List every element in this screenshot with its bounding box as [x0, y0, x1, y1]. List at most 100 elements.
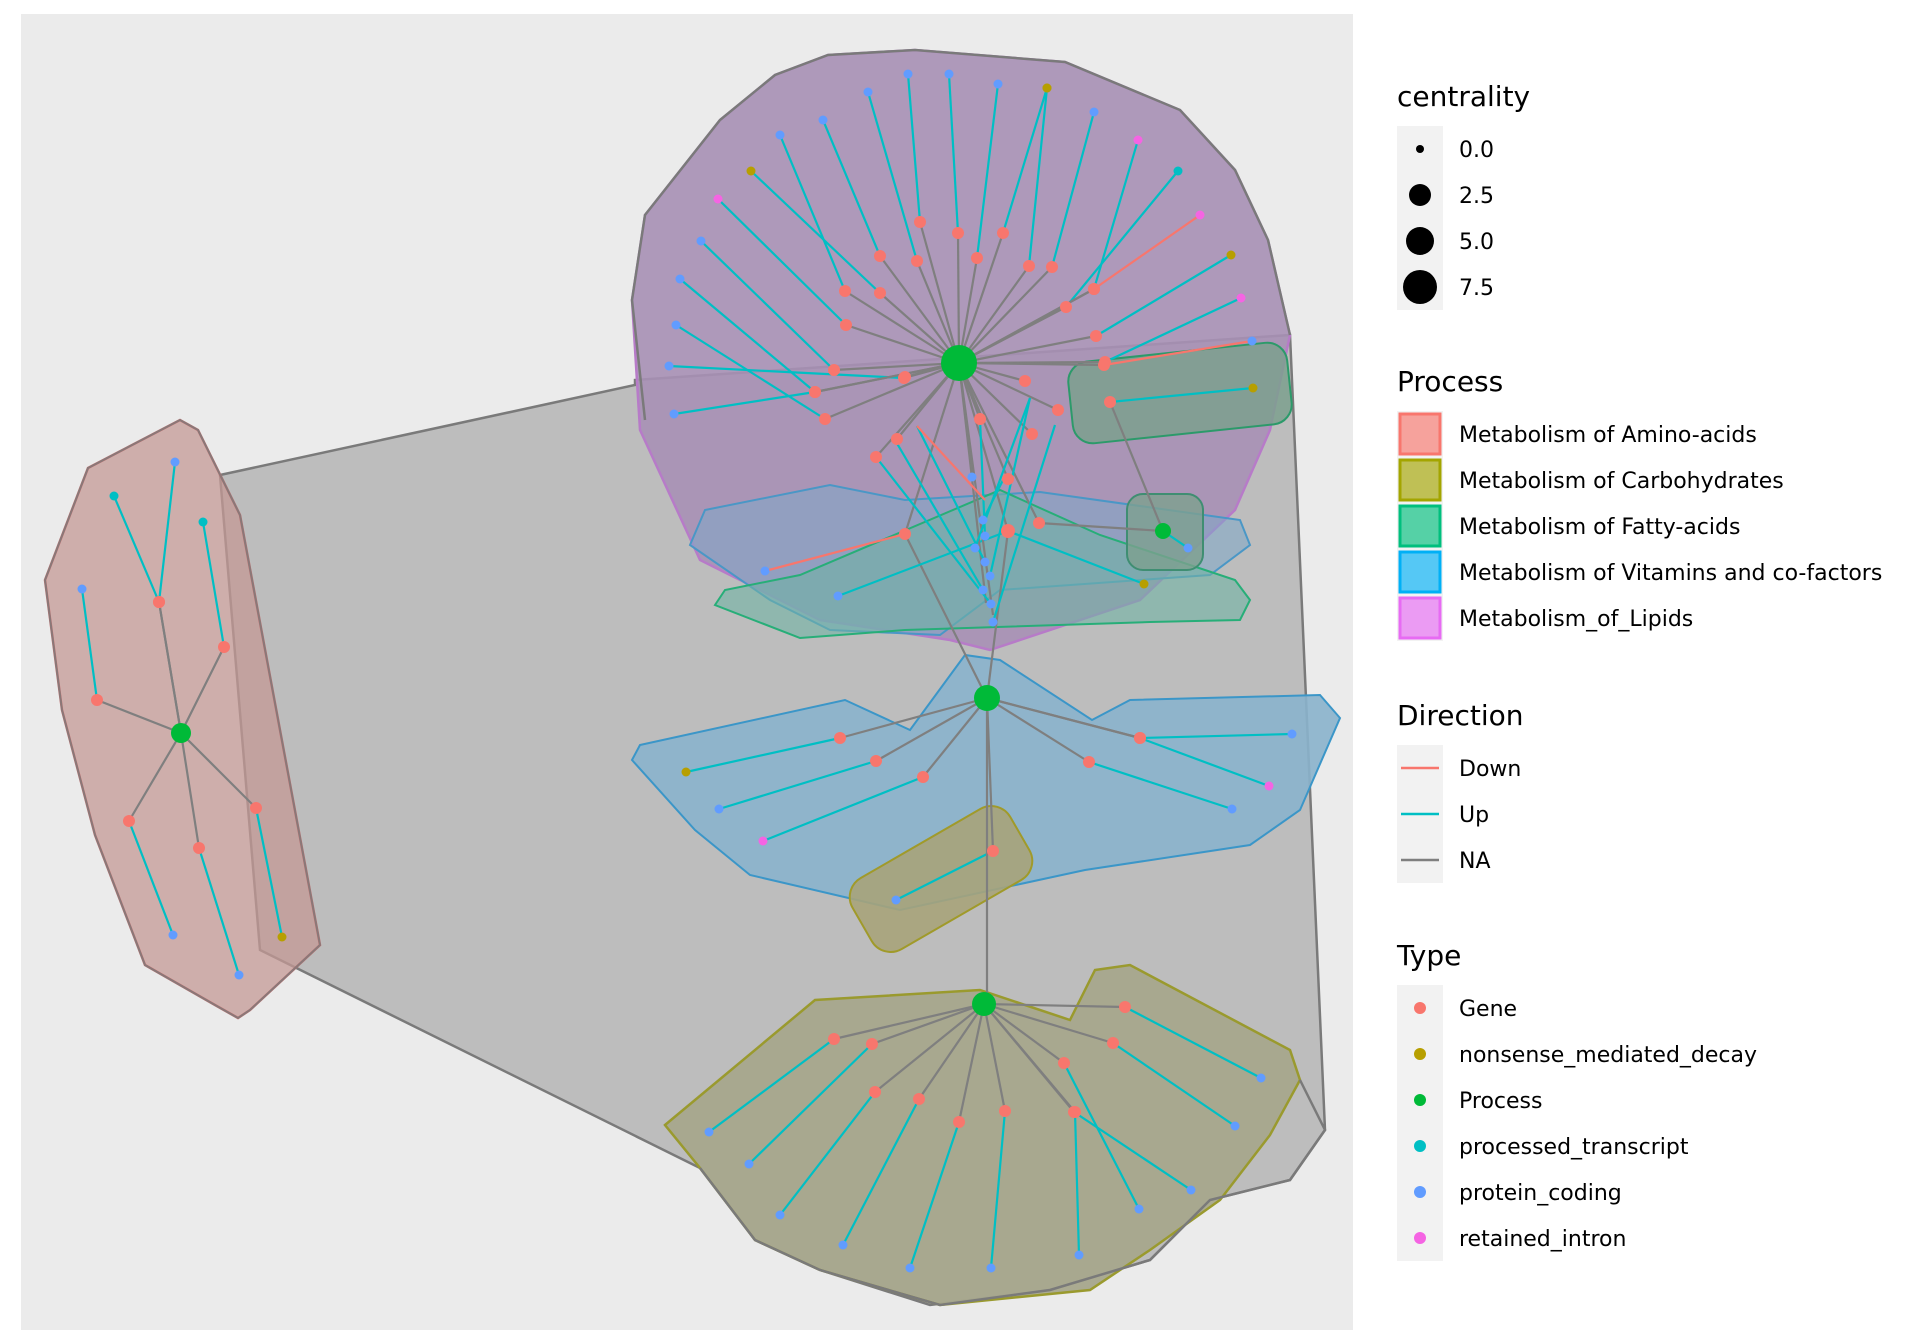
- transcript-node: [833, 591, 843, 601]
- gene-node: [1052, 404, 1064, 416]
- gene-node: [828, 1033, 840, 1045]
- legend-direction-keys: Down Up NA: [1401, 757, 1521, 874]
- edge-gene-transcript: [700, 240, 835, 371]
- edge-gene-transcript: [668, 364, 905, 380]
- edge-hub-link: [957, 362, 975, 479]
- gene-node: [870, 755, 882, 767]
- edge-gene-transcript: [675, 324, 826, 420]
- transcript-node: [970, 543, 980, 553]
- transcript-node: [985, 571, 995, 581]
- transcript-node: [1247, 336, 1257, 346]
- node-layer: [77, 69, 1297, 1273]
- edge-hub-link: [958, 362, 1040, 524]
- edge-gene-transcript: [916, 425, 986, 501]
- gene-node: [870, 451, 882, 463]
- edge-gene-transcript: [1104, 297, 1242, 363]
- legend-type-keys: Gene nonsense_mediated_decay Process proces…: [1414, 997, 1757, 1252]
- edge-gene-transcript: [875, 456, 992, 605]
- transcript-node: [744, 1159, 754, 1169]
- gene-node: [218, 641, 230, 653]
- gene-node: [828, 364, 840, 376]
- transcript-node: [198, 517, 208, 527]
- hull-bottom-border: [699, 1079, 1327, 1307]
- edge-gene-transcript: [866, 91, 919, 262]
- edge-gene-transcript: [157, 461, 177, 603]
- edge-hub-gene: [157, 601, 183, 734]
- edge-hub-gene: [983, 1002, 1114, 1045]
- legend-type-dot: [1414, 1002, 1426, 1014]
- edge-hub-gene: [958, 361, 1105, 367]
- gene-node: [899, 371, 911, 383]
- legend-centrality-label-1: 2.5: [1459, 184, 1494, 209]
- edge-gene-transcript: [778, 134, 847, 292]
- edge-gene-transcript: [1001, 87, 1049, 234]
- edge-hub-gene: [824, 361, 960, 421]
- edge-hub-gene: [875, 697, 988, 762]
- gene-node: [153, 596, 165, 608]
- edge-hub-gene: [128, 732, 182, 822]
- legend-process-swatch: [1398, 458, 1442, 502]
- gene-node: [974, 413, 986, 425]
- transcript-node: [986, 1263, 996, 1273]
- transcript-node: [1183, 543, 1193, 553]
- edge-gene-transcript: [906, 73, 922, 223]
- transcript-node: [775, 130, 785, 140]
- edge-hub-gene: [96, 698, 182, 735]
- edge-gene-transcript: [895, 850, 994, 901]
- gene-node: [911, 255, 923, 267]
- edge-gene-transcript: [947, 73, 960, 234]
- edge-gene-transcript: [989, 1110, 1007, 1269]
- edge-gene-transcript: [1050, 111, 1096, 268]
- gene-node: [999, 1105, 1011, 1117]
- edge-gene-transcript: [1027, 87, 1049, 267]
- edge-gene-transcript: [975, 83, 1000, 259]
- legend-direction-title: Direction: [1397, 699, 1524, 732]
- edge-gene-transcript: [991, 424, 1057, 623]
- gene-node: [840, 319, 852, 331]
- legend-centrality-title: centrality: [1397, 80, 1530, 113]
- transcript-node: [1226, 250, 1236, 260]
- transcript-node: [1264, 781, 1274, 791]
- edge-hub-link: [1038, 521, 1164, 533]
- edge-hub-gene: [839, 696, 988, 740]
- gene-node: [1001, 524, 1015, 538]
- legend-process-title: Process: [1397, 365, 1503, 398]
- transcript-node: [758, 836, 768, 846]
- transcript-node: [675, 274, 685, 284]
- edge-hub-gene: [982, 1003, 1007, 1112]
- legend-type-dot: [1414, 1186, 1426, 1198]
- transcript-node: [980, 557, 990, 567]
- edge-gene-transcript: [762, 775, 924, 843]
- transcript-node: [1287, 729, 1297, 739]
- edge-gene-transcript: [717, 198, 847, 326]
- legend-process-label: Metabolism of Carbohydrates: [1459, 469, 1784, 494]
- edge-hub-gene: [179, 732, 201, 849]
- legend-centrality-dot-3: [1403, 270, 1437, 304]
- gene-node: [891, 433, 903, 445]
- transcript-node: [109, 491, 119, 501]
- legend-process-label: Metabolism_of_Lipids: [1459, 607, 1693, 632]
- legend-process-label: Metabolism of Vitamins and co-factors: [1459, 561, 1882, 586]
- gene-node: [869, 1086, 881, 1098]
- process-hub-left: [171, 723, 191, 743]
- legend-centrality-label-3: 7.5: [1459, 276, 1494, 301]
- transcript-node: [664, 361, 674, 371]
- edge-hub-link: [985, 530, 1010, 699]
- transcript-node: [714, 804, 724, 814]
- legend-type-label: Gene: [1459, 997, 1517, 1022]
- gene-node: [1098, 359, 1110, 371]
- gene-node: [874, 287, 886, 299]
- edge-hub-gene: [180, 646, 225, 734]
- transcript-node: [234, 970, 244, 980]
- edge-gene-transcript: [821, 119, 882, 257]
- gene-node: [1119, 1001, 1131, 1013]
- edge-gene-transcript: [254, 807, 284, 938]
- transcript-node: [903, 69, 913, 79]
- legend-centrality-dot-0: [1416, 145, 1424, 153]
- edge-hub-link: [957, 362, 1010, 532]
- transcript-node: [838, 1240, 848, 1250]
- hull-left-border: [43, 418, 322, 1020]
- legend-type-dot: [1414, 1140, 1426, 1152]
- legend-direction-label: Up: [1459, 803, 1489, 828]
